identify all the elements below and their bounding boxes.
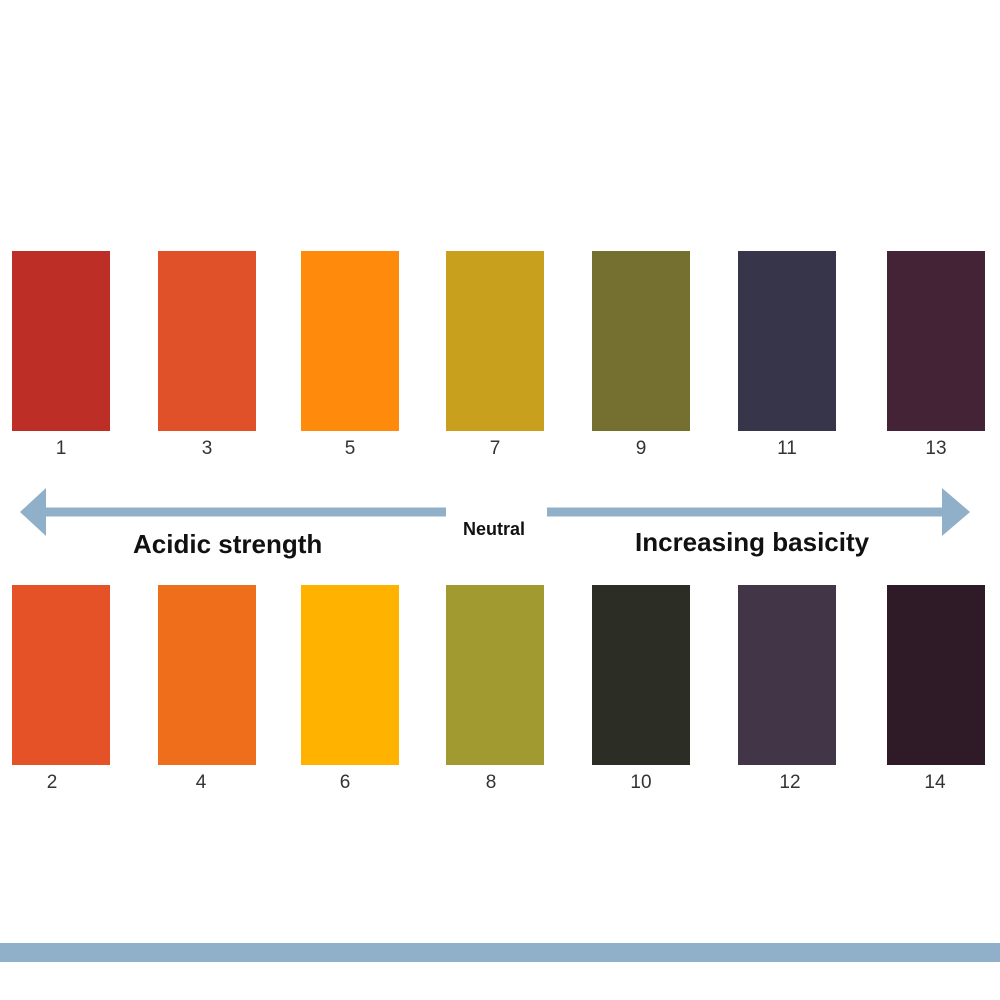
ph-label-4: 4 [195,772,207,793]
ph-swatch-9 [592,251,690,431]
ph-swatch-1 [12,251,110,431]
ph-label-11: 11 [777,438,797,459]
acid-arrowhead-icon [20,488,46,536]
ph-label-1: 1 [55,438,67,459]
ph-swatch-5 [301,251,399,431]
base-arrowhead-icon [942,488,970,536]
ph-label-5: 5 [344,438,356,459]
odd-ph-row: 1 3 5 7 9 11 13 [0,251,1000,459]
ph-swatch-13 [887,251,985,431]
ph-label-7: 7 [489,438,501,459]
ph-label-6: 6 [339,772,351,793]
ph-swatch-11 [738,251,836,431]
even-ph-row: 2 4 6 8 10 12 14 [0,585,1000,793]
acidic-strength-label: Acidic strength [133,529,323,559]
ph-label-14: 14 [924,772,946,793]
ph-label-8: 8 [485,772,497,793]
ph-label-2: 2 [46,772,58,793]
ph-label-13: 13 [925,438,947,459]
increasing-basicity-label: Increasing basicity [635,527,870,557]
ph-swatch-7 [446,251,544,431]
ph-label-10: 10 [630,772,652,793]
ph-label-9: 9 [635,438,647,459]
ph-scale-arrows [20,488,970,536]
ph-swatch-4 [158,585,256,765]
ph-swatch-12 [738,585,836,765]
bottom-divider-bar [0,943,1000,962]
ph-swatch-2 [12,585,110,765]
neutral-label: Neutral [463,519,526,539]
ph-swatch-10 [592,585,690,765]
ph-label-12: 12 [779,772,801,793]
ph-swatch-3 [158,251,256,431]
ph-label-3: 3 [201,438,213,459]
ph-swatch-6 [301,585,399,765]
ph-swatch-14 [887,585,985,765]
ph-swatch-8 [446,585,544,765]
